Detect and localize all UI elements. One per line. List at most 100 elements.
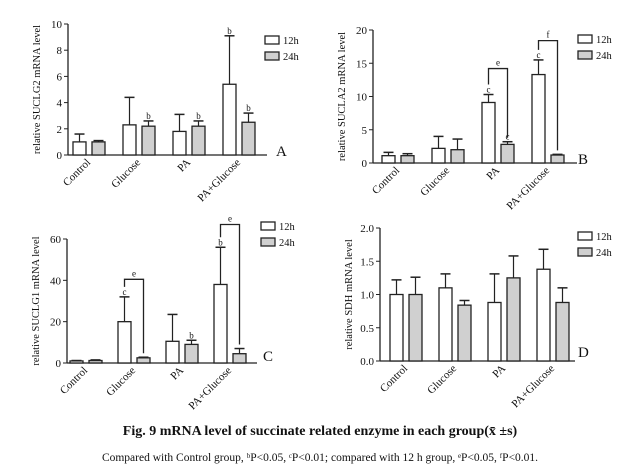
panel-b-x-tick-label: Glucose xyxy=(418,165,452,199)
panel-c-bracket-label: e xyxy=(228,214,232,224)
panel-a-significance-mark: b xyxy=(146,111,151,121)
panel-a-bar-24h xyxy=(241,121,256,156)
panel-a-legend-label: 12h xyxy=(283,36,300,47)
panel-c-legend-label: 12h xyxy=(279,222,296,233)
panel-b-y-tick-label: 15 xyxy=(356,58,368,70)
panel-b-y-tick-label: 0 xyxy=(362,158,368,170)
panel-b-bracket-label: e xyxy=(496,58,500,68)
panel-c-x-tick-label: PA+Glucose xyxy=(187,365,235,413)
panel-c-x-tick-label: PA xyxy=(168,365,186,383)
panel-a-bar-24h xyxy=(141,125,156,156)
panel-b-legend-swatch-24h xyxy=(577,50,593,60)
panel-a-y-tick-label: 2 xyxy=(57,124,63,136)
panel-b-x-tick-label: Control xyxy=(370,165,402,197)
panel-c-bar-12h xyxy=(165,340,180,364)
panel-c-y-tick-label: 60 xyxy=(50,234,62,246)
panel-c-bracket-label: e xyxy=(132,268,136,278)
panel-a-panel-letter: A xyxy=(276,144,287,160)
panel-d-x-tick-label: PA xyxy=(490,363,508,381)
panel-b-y-axis-label: relative SUCLA2 mRNA level xyxy=(337,32,348,161)
panel-c-y-tick-label: 0 xyxy=(56,358,62,370)
panel-c-bar-24h xyxy=(184,343,199,364)
panel-a-y-tick-label: 8 xyxy=(57,45,63,57)
panel-d-legend-label: 24h xyxy=(596,248,613,259)
panel-c-comparison-bracket xyxy=(219,223,241,345)
panel-a-bar-12h xyxy=(172,130,187,156)
panel-c-x-tick-label: Control xyxy=(58,365,90,397)
panel-a-legend-swatch-24h xyxy=(264,51,280,61)
panel-d-y-tick-label: 0.5 xyxy=(360,323,374,335)
panel-d-y-tick-label: 2.0 xyxy=(360,223,374,235)
panel-a-y-tick-label: 6 xyxy=(57,71,63,83)
panel-b-bar-12h xyxy=(381,155,396,164)
panel-d-y-axis-label: relative SDH mRNA level xyxy=(344,239,355,350)
panel-d-bar-12h xyxy=(487,301,502,362)
panel-b-bar-12h xyxy=(431,147,446,164)
panel-c-legend-label: 24h xyxy=(279,238,296,249)
panel-a-bar-24h xyxy=(191,125,206,156)
panel-a-x-tick-label: PA xyxy=(175,157,193,175)
panel-d-legend-label: 12h xyxy=(596,232,613,243)
panel-a-legend-label: 24h xyxy=(283,52,300,63)
panel-a-significance-mark: b xyxy=(227,26,232,36)
panel-a-y-tick-label: 4 xyxy=(57,98,63,110)
panel-a-bar-12h xyxy=(222,83,237,156)
panel-c-bar-24h xyxy=(88,359,103,364)
panel-b-y-tick-label: 20 xyxy=(356,25,368,37)
panel-a-x-tick-label: Glucose xyxy=(109,157,143,191)
panel-d-bar-12h xyxy=(438,287,453,362)
panel-b-bar-12h xyxy=(531,73,546,164)
panel-b-bar-24h xyxy=(450,149,465,164)
panel-a-bar-12h xyxy=(122,124,137,156)
panel-a-legend-swatch-12h xyxy=(264,35,280,45)
panel-d-bar-24h xyxy=(457,304,472,362)
panel-b-bar-24h xyxy=(400,155,415,164)
panel-a-y-tick-label: 10 xyxy=(51,19,63,31)
panel-b-legend-label: 12h xyxy=(596,35,613,46)
panel-d-bar-12h xyxy=(536,268,551,362)
panel-b-bar-12h xyxy=(481,101,496,164)
panel-b-bar-24h xyxy=(500,143,515,164)
panel-a-significance-mark: b xyxy=(196,111,201,121)
figure-caption-note: Compared with Control group, ᵇP<0.05, ᶜP… xyxy=(101,452,539,464)
panel-d-x-tick-label: Glucose xyxy=(425,363,459,397)
panel-b-bracket-label: f xyxy=(547,30,550,40)
figure-caption-title: Fig. 9 mRNA level of succinate related e… xyxy=(122,424,518,439)
panel-c-legend-swatch-24h xyxy=(260,237,276,247)
panel-a-y-tick-label: 0 xyxy=(57,150,63,162)
panel-d-bar-24h xyxy=(408,293,423,362)
panel-b-y-tick-label: 10 xyxy=(356,92,368,104)
panel-b-x-tick-label: PA xyxy=(484,165,502,183)
panel-b-comparison-bracket xyxy=(487,67,509,138)
panel-c-x-tick-label: Glucose xyxy=(104,365,138,399)
panel-d-x-tick-label: PA+Glucose xyxy=(510,363,558,411)
panel-a-x-tick-label: PA+Glucose xyxy=(196,157,244,205)
panel-b-y-tick-label: 5 xyxy=(362,125,368,137)
panel-c-y-tick-label: 40 xyxy=(50,275,62,287)
panel-d-bar-24h xyxy=(555,301,570,362)
panel-c-significance-mark: c xyxy=(123,287,127,297)
panel-c-bar-12h xyxy=(117,321,132,364)
panel-c-comparison-bracket xyxy=(123,278,145,354)
panel-c-bar-24h xyxy=(136,357,151,364)
panel-a-bar-24h xyxy=(91,141,106,156)
panel-c-panel-letter: C xyxy=(263,349,273,365)
panel-c-bar-24h xyxy=(232,353,247,364)
panel-c-significance-mark: b xyxy=(189,330,194,340)
panel-d-panel-letter: D xyxy=(578,345,589,361)
panel-b-bar-24h xyxy=(550,154,565,164)
panel-c-y-tick-label: 20 xyxy=(50,317,62,329)
panel-b-x-tick-label: PA+Glucose xyxy=(505,165,553,213)
panel-a-significance-mark: b xyxy=(246,103,251,113)
panel-b-significance-mark: c xyxy=(537,50,541,60)
panel-a-x-tick-label: Control xyxy=(61,157,93,189)
panel-a-bar-12h xyxy=(72,141,87,156)
panel-d-y-tick-label: 1.5 xyxy=(360,256,374,268)
panel-c-bar-12h xyxy=(213,283,228,364)
panel-c-legend-swatch-12h xyxy=(260,221,276,231)
panel-c-y-axis-label: relative SUCLG1 mRNA level xyxy=(31,236,42,365)
panel-a-y-axis-label: relative SUCLG2 mRNA level xyxy=(32,25,43,154)
panel-c-significance-mark: b xyxy=(218,237,223,247)
panel-d-x-tick-label: Control xyxy=(378,363,410,395)
